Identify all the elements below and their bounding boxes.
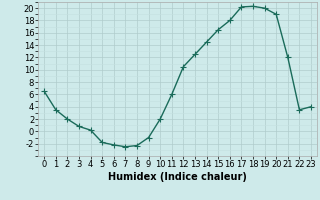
X-axis label: Humidex (Indice chaleur): Humidex (Indice chaleur) <box>108 172 247 182</box>
